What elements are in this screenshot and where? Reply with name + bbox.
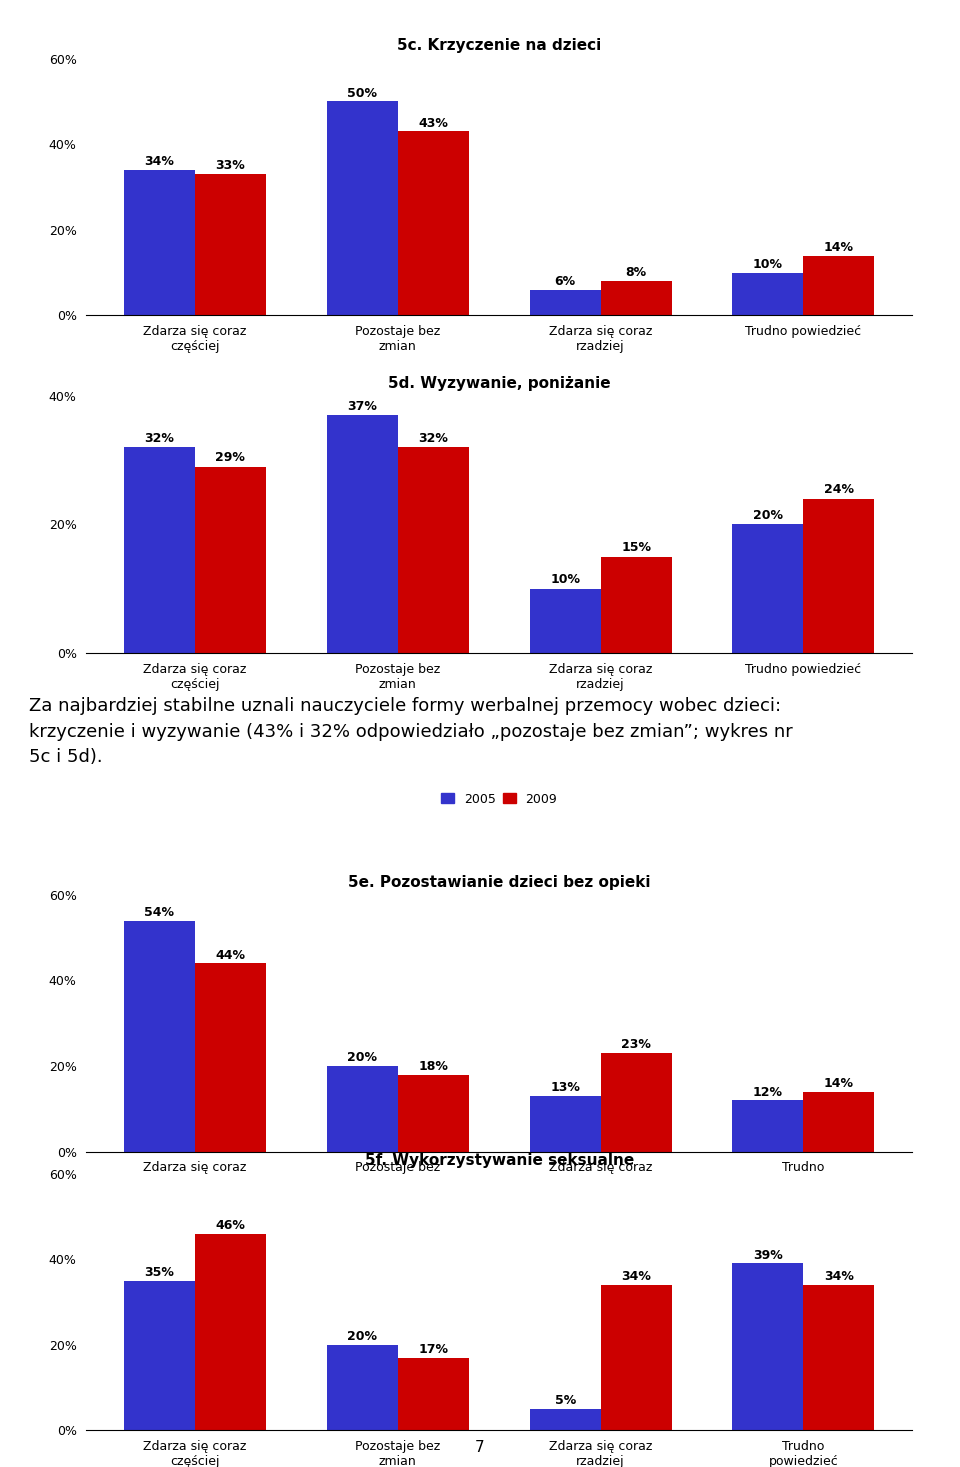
Bar [326, 1067, 397, 1152]
Bar [530, 290, 601, 315]
Text: 14%: 14% [824, 1077, 854, 1090]
Text: 6%: 6% [555, 274, 576, 288]
Bar [804, 499, 875, 653]
Text: 15%: 15% [621, 541, 651, 555]
Text: 14%: 14% [824, 241, 854, 254]
Text: 35%: 35% [145, 1266, 175, 1279]
Text: 5%: 5% [555, 1394, 576, 1407]
Bar [397, 132, 468, 315]
Bar [804, 255, 875, 315]
Bar [124, 447, 195, 653]
Text: 20%: 20% [348, 1052, 377, 1065]
Bar [397, 1357, 468, 1430]
Title: 5c. Krzyczenie na dzieci: 5c. Krzyczenie na dzieci [397, 38, 601, 53]
Text: 8%: 8% [626, 267, 647, 279]
Text: 34%: 34% [145, 156, 175, 169]
Bar [601, 1285, 672, 1430]
Text: 34%: 34% [824, 1270, 853, 1284]
Bar [804, 1285, 875, 1430]
Legend: 2005, 2009: 2005, 2009 [442, 792, 557, 805]
Text: 7: 7 [475, 1441, 485, 1455]
Bar [326, 101, 397, 315]
Bar [804, 1091, 875, 1152]
Bar [124, 921, 195, 1152]
Text: 10%: 10% [753, 258, 783, 271]
Text: 39%: 39% [753, 1248, 782, 1262]
Bar [397, 447, 468, 653]
Bar [601, 1053, 672, 1152]
Text: 37%: 37% [348, 400, 377, 412]
Text: 32%: 32% [419, 431, 448, 445]
Bar [601, 282, 672, 315]
Bar [124, 1281, 195, 1430]
Text: 18%: 18% [419, 1059, 448, 1072]
Bar [732, 1263, 804, 1430]
Text: 43%: 43% [419, 117, 448, 129]
Text: 20%: 20% [753, 509, 783, 522]
Text: 32%: 32% [145, 431, 175, 445]
Title: 5d. Wyzywanie, poniżanie: 5d. Wyzywanie, poniżanie [388, 376, 611, 390]
Text: 10%: 10% [550, 574, 580, 585]
Text: 54%: 54% [144, 905, 175, 918]
Title: 5e. Pozostawianie dzieci bez opieki: 5e. Pozostawianie dzieci bez opieki [348, 874, 651, 889]
Legend: 2005, 2009: 2005, 2009 [442, 1291, 557, 1304]
Bar [326, 415, 397, 653]
Text: 20%: 20% [348, 1331, 377, 1344]
Legend: 2005, 2009: 2005, 2009 [442, 455, 557, 468]
Text: 17%: 17% [419, 1342, 448, 1356]
Bar [326, 1345, 397, 1430]
Text: 12%: 12% [753, 1086, 783, 1099]
Text: 34%: 34% [621, 1270, 651, 1284]
Text: 46%: 46% [215, 1219, 246, 1232]
Text: 33%: 33% [216, 160, 246, 173]
Bar [124, 170, 195, 315]
Text: 44%: 44% [215, 949, 246, 962]
Text: 29%: 29% [215, 452, 246, 464]
Text: 13%: 13% [550, 1081, 580, 1094]
Text: 50%: 50% [348, 87, 377, 100]
Title: 5f. Wykorzystywanie seksualne: 5f. Wykorzystywanie seksualne [365, 1153, 634, 1168]
Bar [732, 1100, 804, 1152]
Bar [530, 588, 601, 653]
Bar [195, 1234, 266, 1430]
Text: 23%: 23% [621, 1039, 651, 1052]
Bar [530, 1096, 601, 1152]
Bar [601, 556, 672, 653]
Bar [195, 467, 266, 653]
Bar [195, 964, 266, 1152]
Bar [732, 273, 804, 315]
Bar [530, 1408, 601, 1430]
Text: 24%: 24% [824, 483, 854, 496]
Bar [195, 175, 266, 315]
Text: Za najbardziej stabilne uznali nauczyciele formy werbalnej przemocy wobec dzieci: Za najbardziej stabilne uznali nauczycie… [29, 697, 793, 766]
Bar [732, 524, 804, 653]
Bar [397, 1074, 468, 1152]
